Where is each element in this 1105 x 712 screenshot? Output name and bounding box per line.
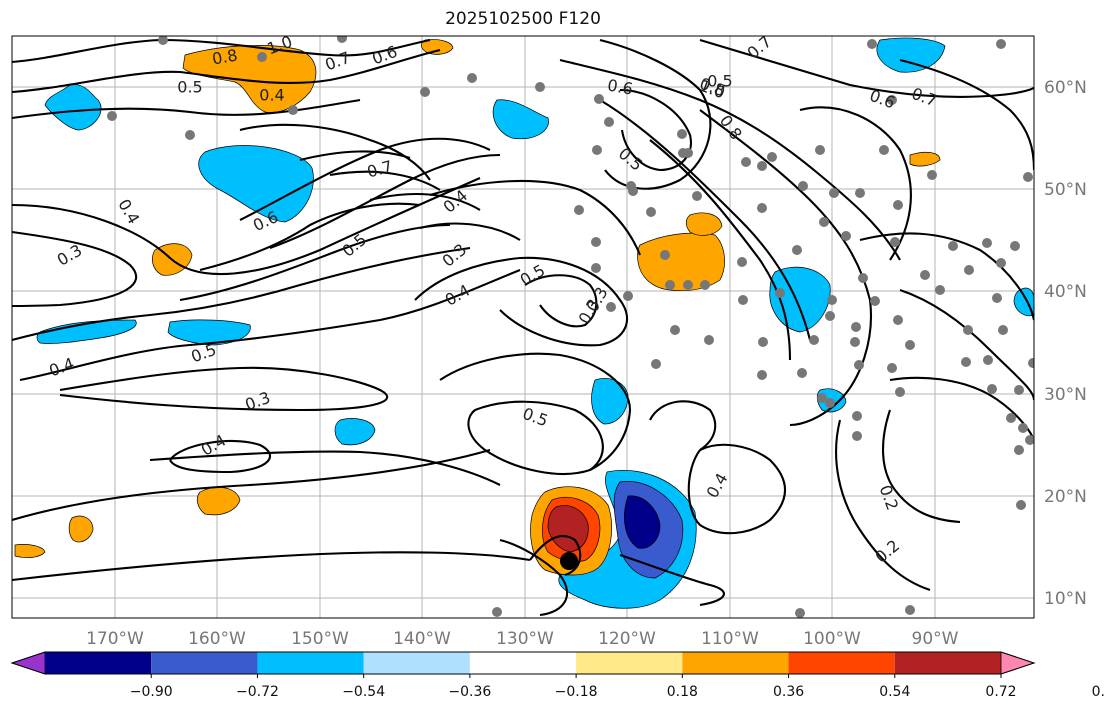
colorbar-tick-label: −0.36	[448, 684, 491, 700]
colorbar-tick-label: −0.18	[555, 684, 598, 700]
longitude-tick-label: 160°W	[188, 629, 246, 649]
colorbar-segment	[257, 652, 364, 674]
negative-anomaly-north	[44, 84, 102, 131]
positive-anomaly-hawaii	[196, 486, 241, 516]
longitude-tick-label: 140°W	[393, 629, 451, 649]
colorbar-segment	[788, 652, 895, 674]
contour-label: 0.4	[259, 86, 284, 105]
negative-anomaly-pacific-east	[36, 319, 137, 344]
map-panel: 1.00.8 0.7 0.60.5 0.40.70.60.50.40.30.40.30…	[11, 35, 1035, 619]
latitude-tick-label: 60°N	[1044, 78, 1087, 98]
map-title: 2025102500 F120	[445, 9, 601, 29]
latitude-tick-label: 50°N	[1044, 180, 1087, 200]
colorbar-outline	[10, 651, 1036, 675]
colorbar-segment	[894, 652, 1001, 674]
contour-label: 0.6	[606, 75, 634, 98]
contour-label: 0.5	[707, 72, 732, 91]
contour-label: 0.8	[211, 45, 239, 68]
latitude-tick-label: 30°N	[1044, 385, 1087, 405]
colorbar-segment	[45, 652, 152, 674]
latitude-tick-label: 10°N	[1044, 589, 1087, 609]
colorbar-tick-label: 0.36	[773, 684, 804, 700]
positive-anomaly-great-basin	[637, 232, 725, 292]
longitude-tick-label: 130°W	[496, 629, 554, 649]
shaded-anomalies	[14, 37, 1034, 609]
positive-anomaly-north-small	[421, 39, 454, 55]
longitude-tick-label: 110°W	[701, 629, 759, 649]
positive-anomaly-tropical-core	[547, 505, 589, 553]
colorbar-tick-label: 0.54	[879, 684, 910, 700]
colorbar-tick-label: 0.90	[1092, 684, 1105, 700]
longitude-tick-label: 150°W	[291, 629, 349, 649]
storm-center-marker	[560, 552, 578, 570]
contour-label: 0.5	[177, 78, 202, 97]
colorbar-extend-low	[10, 651, 46, 675]
colorbar: −0.90 −0.72 −0.54 −0.36 −0.18 0.18 0.36 0.54 0.7…	[10, 651, 1105, 700]
latitude-axis: 60°N 50°N 40°N 30°N 20°N 10°N	[1044, 78, 1087, 609]
positive-anomaly-sw-2	[14, 544, 46, 558]
latitude-tick-label: 20°N	[1044, 487, 1087, 507]
positive-anomaly-sw-1	[68, 515, 94, 543]
colorbar-segment	[151, 652, 258, 674]
colorbar-segment	[363, 652, 470, 674]
longitude-tick-label: 120°W	[598, 629, 656, 649]
negative-anomaly-southeast	[1013, 287, 1034, 317]
negative-anomaly-pacific-mid	[167, 319, 251, 346]
longitude-tick-label: 90°W	[912, 629, 959, 649]
longitude-axis: 170°W 160°W 150°W 140°W 130°W 120°W 110°W 100°W…	[86, 629, 959, 649]
negative-anomaly-northeast	[876, 37, 946, 73]
negative-anomaly-hawaii-north	[334, 418, 376, 446]
colorbar-tick-label: 0.18	[667, 684, 698, 700]
colorbar-tick-label: −0.54	[342, 684, 385, 700]
map-frame	[11, 35, 1035, 619]
station-markers	[107, 36, 1034, 618]
colorbar-tick-label: 0.72	[985, 684, 1016, 700]
negative-anomaly-alaska-gulf	[198, 145, 314, 223]
colorbar-segment	[576, 652, 683, 674]
colorbar-tick-label: −0.72	[236, 684, 279, 700]
latitude-tick-label: 40°N	[1044, 282, 1087, 302]
positive-anomaly-northern-plains	[909, 151, 941, 167]
colorbar-extend-high	[1000, 651, 1036, 675]
negative-anomaly-bc-coast	[492, 99, 549, 140]
colorbar-tick-label: −0.90	[130, 684, 173, 700]
longitude-tick-label: 170°W	[86, 629, 144, 649]
longitude-tick-label: 100°W	[803, 629, 861, 649]
contour-lines	[12, 38, 1034, 617]
negative-anomaly-tropical-core	[624, 495, 661, 549]
colorbar-segment	[682, 652, 789, 674]
colorbar-segment	[469, 652, 577, 674]
positive-anomaly-great-basin-n	[685, 212, 723, 236]
